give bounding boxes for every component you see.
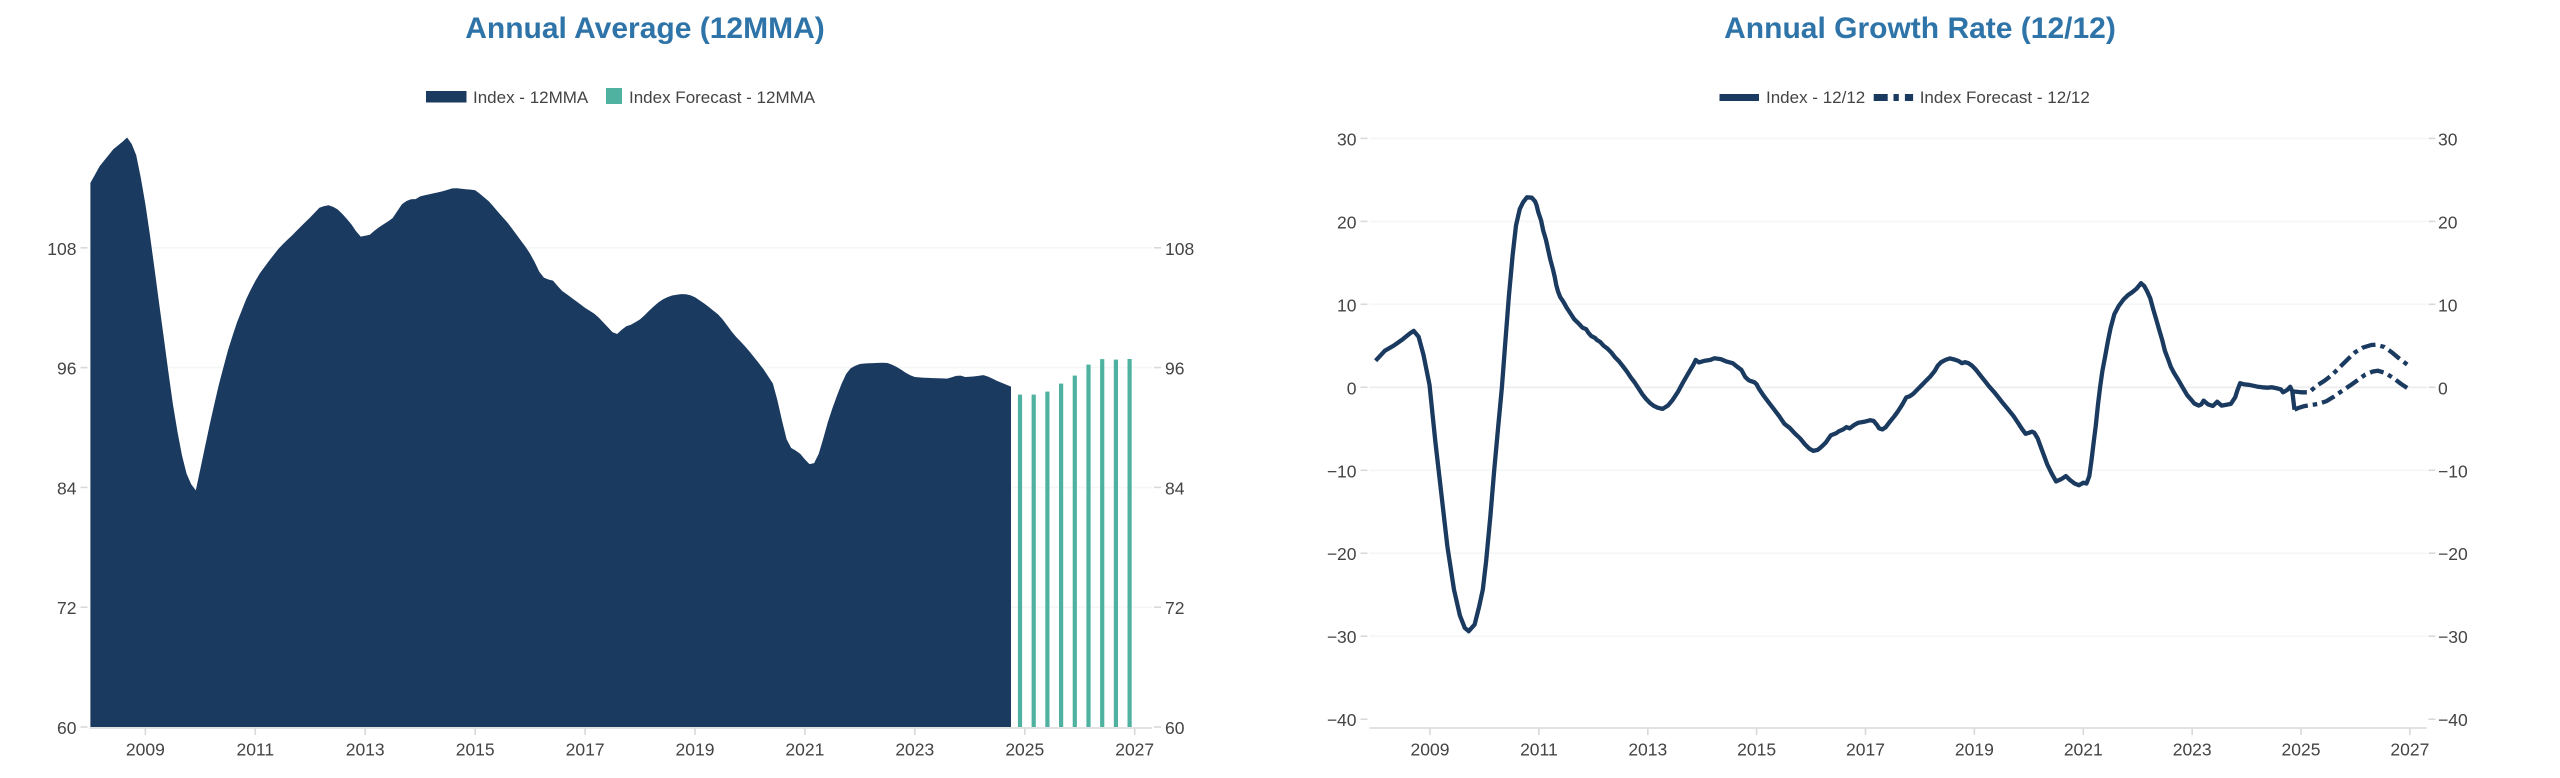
svg-text:2021: 2021 [2064,740,2103,760]
svg-text:2021: 2021 [785,740,824,760]
svg-text:Index Forecast - 12/12: Index Forecast - 12/12 [1920,88,2090,107]
svg-text:96: 96 [1165,359,1184,379]
svg-text:−10: −10 [2438,461,2468,481]
svg-text:108: 108 [47,239,76,259]
svg-text:60: 60 [57,718,77,738]
svg-text:2023: 2023 [2173,740,2212,760]
svg-text:2013: 2013 [346,740,385,760]
svg-text:−20: −20 [2438,544,2468,564]
svg-text:2019: 2019 [676,740,715,760]
svg-text:−20: −20 [1327,544,1357,564]
svg-text:20: 20 [2438,212,2458,232]
svg-text:60: 60 [1165,718,1185,738]
svg-text:Index - 12/12: Index - 12/12 [1766,88,1865,107]
svg-text:96: 96 [57,359,76,379]
svg-text:2025: 2025 [1005,740,1044,760]
svg-text:2015: 2015 [456,740,495,760]
svg-text:2009: 2009 [1411,740,1450,760]
svg-text:−30: −30 [1327,627,1357,647]
svg-text:−30: −30 [2438,627,2468,647]
svg-text:2019: 2019 [1955,740,1994,760]
svg-text:10: 10 [2438,295,2458,315]
svg-text:30: 30 [2438,129,2458,149]
svg-text:Index - 12MMA: Index - 12MMA [473,88,589,107]
svg-text:2027: 2027 [2390,740,2429,760]
svg-text:2015: 2015 [1737,740,1776,760]
svg-text:−10: −10 [1327,461,1357,481]
svg-text:2009: 2009 [126,740,165,760]
svg-text:0: 0 [2438,378,2448,398]
svg-text:2011: 2011 [236,740,274,760]
svg-text:2017: 2017 [566,740,605,760]
svg-text:0: 0 [1347,378,1357,398]
svg-text:−40: −40 [2438,710,2468,730]
svg-text:Annual Average (12MMA): Annual Average (12MMA) [465,12,825,45]
svg-text:2027: 2027 [1115,740,1154,760]
svg-text:2011: 2011 [1520,740,1558,760]
svg-text:Index Forecast - 12MMA: Index Forecast - 12MMA [629,88,816,107]
svg-text:2025: 2025 [2282,740,2321,760]
svg-text:72: 72 [57,598,76,618]
svg-text:Annual Growth Rate (12/12): Annual Growth Rate (12/12) [1724,12,2116,45]
svg-text:84: 84 [1165,478,1185,498]
svg-text:−40: −40 [1327,710,1357,730]
svg-text:2013: 2013 [1628,740,1667,760]
svg-text:108: 108 [1165,239,1194,259]
svg-text:20: 20 [1337,212,1357,232]
svg-text:84: 84 [57,478,77,498]
svg-text:30: 30 [1337,129,1357,149]
svg-text:2017: 2017 [1846,740,1885,760]
svg-text:72: 72 [1165,598,1184,618]
svg-text:2023: 2023 [895,740,934,760]
svg-text:10: 10 [1337,295,1357,315]
